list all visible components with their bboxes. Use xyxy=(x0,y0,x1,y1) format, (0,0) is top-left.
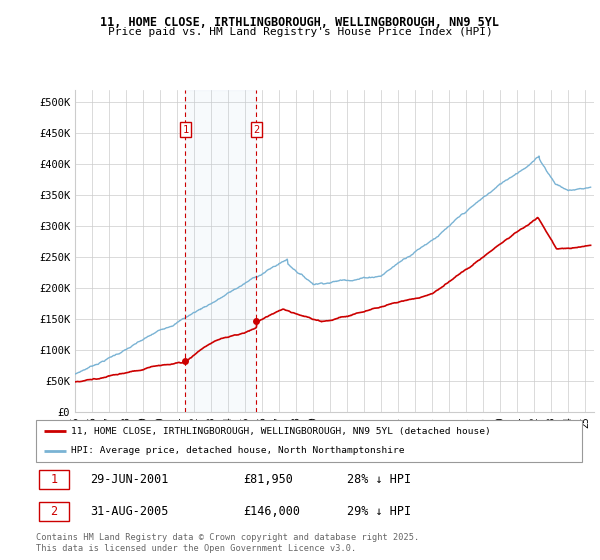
Text: Contains HM Land Registry data © Crown copyright and database right 2025.
This d: Contains HM Land Registry data © Crown c… xyxy=(36,533,419,553)
Text: 11, HOME CLOSE, IRTHLINGBOROUGH, WELLINGBOROUGH, NN9 5YL (detached house): 11, HOME CLOSE, IRTHLINGBOROUGH, WELLING… xyxy=(71,427,491,436)
Text: HPI: Average price, detached house, North Northamptonshire: HPI: Average price, detached house, Nort… xyxy=(71,446,405,455)
Text: 11, HOME CLOSE, IRTHLINGBOROUGH, WELLINGBOROUGH, NN9 5YL: 11, HOME CLOSE, IRTHLINGBOROUGH, WELLING… xyxy=(101,16,499,29)
Text: 28% ↓ HPI: 28% ↓ HPI xyxy=(347,473,412,486)
Text: 1: 1 xyxy=(182,125,188,135)
Text: 29% ↓ HPI: 29% ↓ HPI xyxy=(347,505,412,519)
Text: 2: 2 xyxy=(253,125,260,135)
FancyBboxPatch shape xyxy=(36,420,582,462)
Bar xyxy=(185,90,256,412)
FancyBboxPatch shape xyxy=(39,502,69,521)
Text: 2: 2 xyxy=(50,505,58,519)
Text: £146,000: £146,000 xyxy=(244,505,301,519)
Text: 29-JUN-2001: 29-JUN-2001 xyxy=(91,473,169,486)
Text: 1: 1 xyxy=(50,473,58,486)
Text: £81,950: £81,950 xyxy=(244,473,293,486)
Text: Price paid vs. HM Land Registry's House Price Index (HPI): Price paid vs. HM Land Registry's House … xyxy=(107,27,493,37)
FancyBboxPatch shape xyxy=(39,470,69,489)
Text: 31-AUG-2005: 31-AUG-2005 xyxy=(91,505,169,519)
